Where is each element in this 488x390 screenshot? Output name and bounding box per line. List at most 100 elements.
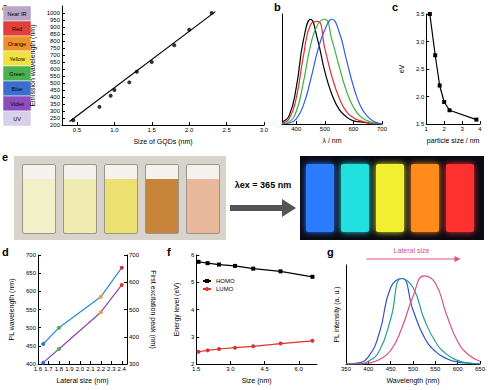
svg-text:Size of GQDs (nm): Size of GQDs (nm) bbox=[133, 138, 192, 146]
svg-text:f: f bbox=[167, 246, 171, 258]
svg-text:500: 500 bbox=[50, 80, 61, 86]
svg-text:1.8: 1.8 bbox=[55, 366, 64, 372]
svg-text:6.0: 6.0 bbox=[295, 366, 304, 372]
svg-text:900: 900 bbox=[50, 24, 61, 30]
svg-text:Lateral size (nm): Lateral size (nm) bbox=[56, 377, 108, 385]
svg-text:4: 4 bbox=[478, 126, 482, 132]
svg-text:3.0: 3.0 bbox=[260, 127, 269, 133]
svg-text:d: d bbox=[2, 246, 9, 258]
svg-text:650: 650 bbox=[26, 270, 37, 276]
svg-text:Near IR: Near IR bbox=[8, 11, 27, 17]
svg-text:300: 300 bbox=[50, 108, 61, 114]
svg-text:700: 700 bbox=[26, 252, 37, 258]
svg-text:2: 2 bbox=[442, 126, 446, 132]
svg-text:First excitation peak (nm): First excitation peak (nm) bbox=[149, 270, 157, 349]
svg-text:650: 650 bbox=[475, 366, 486, 372]
svg-text:3.0: 3.0 bbox=[416, 39, 425, 45]
svg-text:2.3: 2.3 bbox=[107, 366, 116, 372]
svg-text:Yellow: Yellow bbox=[9, 56, 25, 62]
svg-text:700: 700 bbox=[377, 126, 388, 132]
svg-text:2.4: 2.4 bbox=[118, 366, 127, 372]
svg-text:PL wavelength (nm): PL wavelength (nm) bbox=[8, 279, 16, 341]
svg-text:400: 400 bbox=[363, 366, 374, 372]
svg-text:2.0: 2.0 bbox=[416, 94, 425, 100]
svg-text:Energy level (eV): Energy level (eV) bbox=[173, 283, 181, 337]
svg-text:550: 550 bbox=[50, 73, 61, 79]
svg-text:c: c bbox=[392, 1, 398, 13]
svg-text:350: 350 bbox=[50, 101, 61, 107]
svg-text:UV: UV bbox=[13, 116, 21, 122]
svg-text:200: 200 bbox=[50, 122, 61, 128]
svg-text:550: 550 bbox=[430, 366, 441, 372]
svg-text:1: 1 bbox=[425, 126, 429, 132]
svg-text:950: 950 bbox=[50, 17, 61, 23]
svg-text:2.0: 2.0 bbox=[185, 127, 194, 133]
svg-text:Size (nm): Size (nm) bbox=[242, 377, 272, 385]
svg-text:3.5: 3.5 bbox=[416, 11, 425, 17]
svg-text:650: 650 bbox=[50, 59, 61, 65]
svg-text:Violet: Violet bbox=[10, 101, 24, 107]
svg-text:2.2: 2.2 bbox=[97, 366, 106, 372]
svg-text:500: 500 bbox=[26, 325, 37, 331]
svg-text:eV: eV bbox=[398, 64, 405, 73]
svg-text:4.5: 4.5 bbox=[260, 366, 269, 372]
svg-text:1.5: 1.5 bbox=[148, 127, 157, 133]
svg-text:600: 600 bbox=[453, 366, 464, 372]
svg-text:600: 600 bbox=[129, 279, 140, 285]
svg-text:b: b bbox=[274, 1, 281, 13]
svg-text:HOMO: HOMO bbox=[216, 278, 235, 284]
svg-text:g: g bbox=[327, 246, 334, 258]
svg-text:300: 300 bbox=[129, 361, 140, 367]
svg-text:1.6: 1.6 bbox=[34, 366, 43, 372]
svg-text:PL intensity (a. u.): PL intensity (a. u.) bbox=[333, 286, 341, 342]
svg-text:500: 500 bbox=[320, 126, 331, 132]
svg-text:600: 600 bbox=[348, 126, 359, 132]
svg-text:Orange: Orange bbox=[8, 41, 26, 47]
svg-text:2.5: 2.5 bbox=[416, 66, 425, 72]
svg-text:5: 5 bbox=[191, 279, 195, 285]
svg-text:2.5: 2.5 bbox=[222, 127, 231, 133]
svg-text:450: 450 bbox=[26, 343, 37, 349]
svg-text:500: 500 bbox=[129, 307, 140, 313]
svg-text:particle size / nm: particle size / nm bbox=[427, 137, 480, 145]
svg-text:1000: 1000 bbox=[47, 10, 61, 16]
svg-text:1.5: 1.5 bbox=[192, 366, 201, 372]
svg-text:4: 4 bbox=[191, 307, 195, 313]
svg-text:3: 3 bbox=[460, 126, 464, 132]
svg-text:1.9: 1.9 bbox=[65, 366, 74, 372]
svg-text:2.0: 2.0 bbox=[76, 366, 85, 372]
svg-text:600: 600 bbox=[50, 66, 61, 72]
svg-text:1.0: 1.0 bbox=[110, 127, 119, 133]
svg-text:2.1: 2.1 bbox=[86, 366, 95, 372]
html-text:λex = 365 nm: λex = 365 nm bbox=[234, 180, 292, 190]
svg-text:1.5: 1.5 bbox=[416, 121, 425, 127]
svg-text:600: 600 bbox=[26, 288, 37, 294]
svg-text:Green: Green bbox=[9, 71, 24, 77]
svg-text:700: 700 bbox=[129, 252, 140, 258]
svg-text:550: 550 bbox=[26, 307, 37, 313]
svg-text:Emission wavelength (nm): Emission wavelength (nm) bbox=[29, 25, 37, 107]
svg-text:250: 250 bbox=[50, 115, 61, 121]
svg-text:800: 800 bbox=[50, 38, 61, 44]
svg-text:750: 750 bbox=[50, 45, 61, 51]
svg-text:450: 450 bbox=[50, 87, 61, 93]
svg-text:3.0: 3.0 bbox=[226, 366, 235, 372]
svg-text:500: 500 bbox=[408, 366, 419, 372]
svg-text:400: 400 bbox=[50, 94, 61, 100]
svg-text:3: 3 bbox=[191, 334, 195, 340]
svg-text:700: 700 bbox=[50, 52, 61, 58]
svg-text:Wavelength (nm): Wavelength (nm) bbox=[386, 377, 439, 385]
svg-text:Red: Red bbox=[12, 26, 22, 32]
svg-text:850: 850 bbox=[50, 31, 61, 37]
svg-text:LUMO: LUMO bbox=[216, 286, 234, 292]
svg-text:400: 400 bbox=[291, 126, 302, 132]
svg-text:6: 6 bbox=[191, 252, 195, 258]
svg-text:1.7: 1.7 bbox=[44, 366, 53, 372]
svg-text:Lateral size: Lateral size bbox=[394, 247, 430, 254]
svg-text:λ / nm: λ / nm bbox=[322, 137, 341, 144]
svg-text:350: 350 bbox=[341, 366, 352, 372]
svg-text:450: 450 bbox=[386, 366, 397, 372]
svg-text:0.5: 0.5 bbox=[73, 127, 82, 133]
svg-text:Blue: Blue bbox=[11, 86, 22, 92]
svg-text:400: 400 bbox=[129, 334, 140, 340]
